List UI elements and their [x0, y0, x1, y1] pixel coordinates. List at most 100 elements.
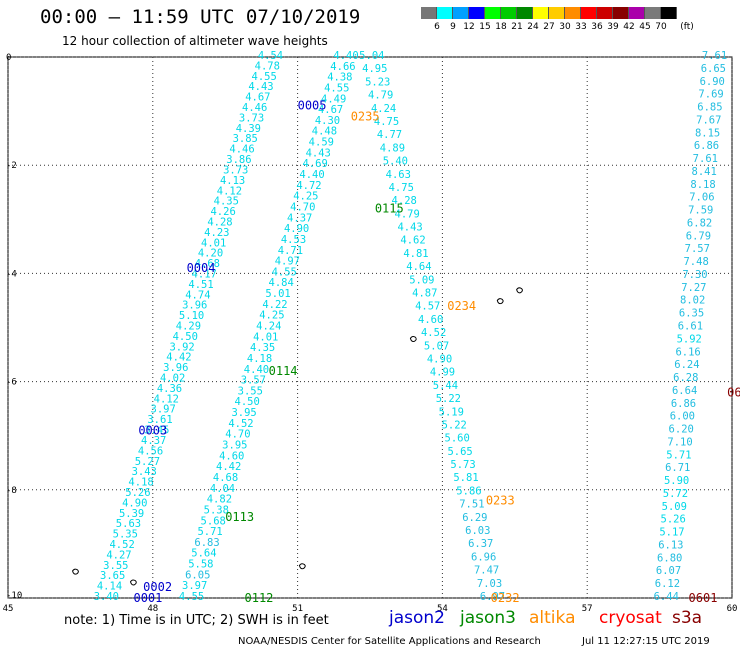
- track-0003-value: 4.79: [395, 208, 420, 220]
- track-0002-value: 4.71: [278, 245, 303, 257]
- track-0002-value: 3.95: [231, 407, 256, 419]
- track-0001-value: 4.14: [97, 581, 122, 593]
- legend-label-9: 9: [450, 22, 456, 32]
- track-0004-value: 6.86: [671, 398, 696, 410]
- legend-label-21: 21: [511, 22, 523, 32]
- track-0003-value: 5.81: [453, 472, 478, 484]
- track-0004-value: 7.48: [683, 256, 708, 268]
- track-0002-value: 4.35: [250, 342, 275, 354]
- track-0004-value: 6.61: [678, 321, 703, 333]
- track-0001-value: 4.12: [217, 185, 242, 197]
- track-0004-value: 7.61: [702, 50, 727, 62]
- track-0003-value: 4.75: [374, 116, 399, 128]
- lon-tick-54: 54: [437, 604, 448, 614]
- track-0002-value: 3.57: [241, 375, 266, 387]
- track-0002-value: 4.18: [247, 353, 272, 365]
- track-0001-value: 4.67: [245, 92, 270, 104]
- legend-label-12: 12: [463, 22, 475, 32]
- generation-timestamp: Jul 11 12:27:15 UTC 2019: [582, 636, 710, 647]
- pass-0601: 0601: [689, 591, 718, 605]
- track-0004-value: 6.71: [665, 462, 690, 474]
- lat-tick--10: -10: [6, 591, 22, 601]
- track-0003-value: 6.37: [468, 538, 493, 550]
- track-0001-value: 5.10: [179, 310, 204, 322]
- track-0001-value: 4.46: [229, 144, 254, 156]
- lat-tick-0: 0: [6, 53, 11, 63]
- island-amirante: [409, 336, 417, 343]
- track-0004-value: 6.82: [687, 217, 712, 229]
- track-0004-value: 7.59: [688, 205, 713, 217]
- track-0001-value: 4.42: [166, 352, 191, 364]
- track-0002-value: 4.30: [315, 115, 340, 127]
- track-0001-value: 4.28: [207, 216, 232, 228]
- pass-0005: 0005: [298, 99, 327, 113]
- track-0003-value: 5.44: [433, 380, 458, 392]
- track-0004-value: 8.41: [692, 166, 717, 178]
- track-0002-value: 4.70: [225, 429, 250, 441]
- track-0004-value: 6.20: [669, 424, 694, 436]
- track-0001-value: 5.26: [125, 487, 150, 499]
- track-0001-value: 4.55: [252, 71, 277, 83]
- sat-jason3: jason3: [460, 608, 516, 628]
- track-0002-value: 4.22: [262, 299, 287, 311]
- track-0001-value: 4.68: [195, 258, 220, 270]
- legend-label-27: 27: [543, 22, 555, 32]
- track-0004-value: 8.15: [695, 127, 720, 139]
- pass-0115: 0115: [375, 201, 404, 215]
- legend-swatch-18: [501, 7, 517, 19]
- track-0004-value: 6.64: [672, 385, 697, 397]
- track-0004-value: 7.10: [667, 436, 692, 448]
- track-0004-value: 5.71: [666, 449, 691, 461]
- lon-tick-51: 51: [292, 604, 303, 614]
- sat-altika: altika: [529, 608, 576, 628]
- track-0004-value: 7.69: [698, 89, 723, 101]
- legend-swatch-36: [597, 7, 613, 19]
- island-seychelles-main: [496, 298, 504, 305]
- track-0001-value: 3.73: [239, 112, 264, 124]
- island-farquhar: [298, 563, 306, 570]
- track-0001-value: 3.65: [100, 570, 125, 582]
- track-0003-value: 7.47: [474, 565, 499, 577]
- track-0004-value: 5.72: [663, 488, 688, 500]
- track-0002-value: 6.05: [185, 569, 210, 581]
- track-0003-value: 4.90: [427, 353, 452, 365]
- track-0001-value: 4.13: [220, 175, 245, 187]
- legend-label-45: 45: [639, 22, 651, 32]
- track-0003-value: 5.86: [456, 485, 481, 497]
- track-0002-value: 5.71: [197, 526, 222, 538]
- legend-swatch-12: [469, 7, 485, 19]
- lon-tick-57: 57: [582, 604, 593, 614]
- track-0001-value: 4.35: [214, 196, 239, 208]
- island-cosmoledo: [129, 579, 137, 586]
- legend-label-39: 39: [607, 22, 619, 32]
- track-0004-value: 7.67: [696, 114, 721, 126]
- track-0002-value: 3.97: [182, 580, 207, 592]
- track-0003-value: 6.96: [471, 551, 496, 563]
- pass-0233: 0233: [486, 494, 515, 508]
- track-0002-value: 4.48: [312, 126, 337, 138]
- track-0001-value: 5.63: [116, 518, 141, 530]
- track-0003-value: 4.24: [371, 103, 396, 115]
- track-0001-value: 3.55: [103, 560, 128, 572]
- track-0001-value: 4.02: [160, 373, 185, 385]
- track-0001-value: 3.45: [144, 425, 169, 437]
- track-0002-value: 4.66: [330, 61, 355, 73]
- pass-0234: 0234: [447, 299, 476, 313]
- track-0002-value: 4.70: [290, 201, 315, 213]
- track-0002-value: 4.25: [293, 191, 318, 203]
- track-0002-value: 5.38: [204, 504, 229, 516]
- page-subtitle: 12 hour collection of altimeter wave hei…: [62, 34, 328, 48]
- track-0001-value: 3.96: [163, 362, 188, 374]
- track-0002-value: 4.25: [259, 310, 284, 322]
- legend-swatch-6: [437, 7, 453, 19]
- legend-label-36: 36: [591, 22, 603, 32]
- track-0003-value: 4.81: [403, 248, 428, 260]
- track-0002-value: 5.01: [265, 288, 290, 300]
- track-0004-value: 7.27: [681, 282, 706, 294]
- track-0002-value: 4.38: [327, 72, 352, 84]
- legend-unit: (ft): [680, 22, 694, 32]
- track-0004-value: 8.02: [680, 295, 705, 307]
- page-title: 00:00 – 11:59 UTC 07/10/2019: [40, 6, 361, 28]
- track-0003-value: 5.40: [383, 156, 408, 168]
